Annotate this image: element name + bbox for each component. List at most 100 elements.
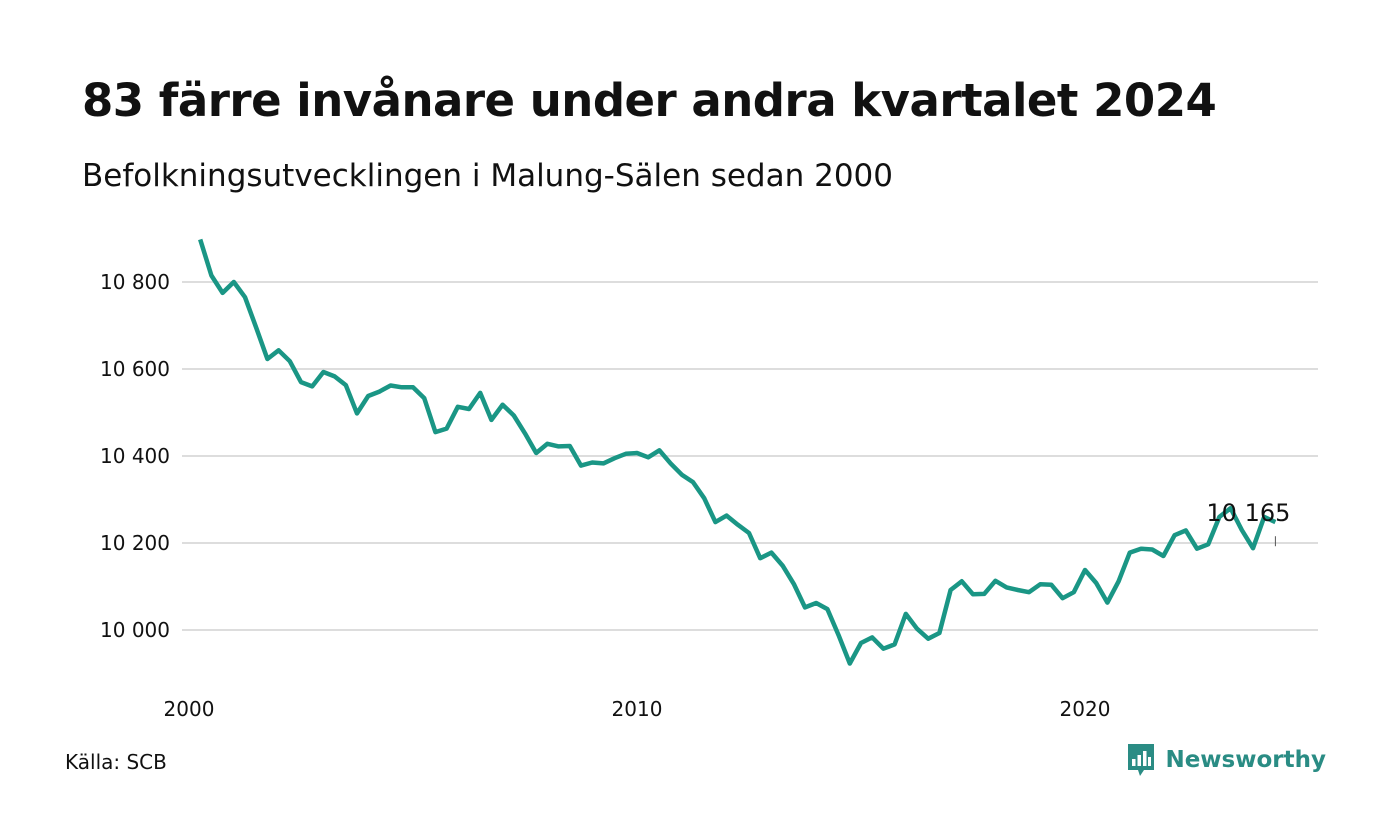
data-point	[1049, 583, 1053, 587]
data-point	[1173, 533, 1177, 537]
data-point	[881, 647, 885, 651]
data-point	[993, 579, 997, 583]
data-point	[579, 464, 583, 468]
data-point	[702, 496, 706, 500]
data-point	[960, 579, 964, 583]
data-point	[299, 380, 303, 384]
data-point	[758, 556, 762, 560]
data-point	[1027, 590, 1031, 594]
data-point	[1195, 547, 1199, 551]
chart-subtitle: Befolkningsutvecklingen i Malung-Sälen s…	[82, 158, 893, 194]
x-tick-label: 2000	[164, 697, 215, 721]
data-point	[557, 444, 561, 448]
data-point	[501, 403, 505, 407]
data-point	[478, 391, 482, 395]
data-point	[534, 451, 538, 455]
data-point	[243, 295, 247, 299]
data-point	[254, 326, 258, 330]
data-point	[971, 592, 975, 596]
data-point	[232, 280, 236, 284]
data-point	[366, 394, 370, 398]
data-point	[1161, 554, 1165, 558]
data-point	[859, 641, 863, 645]
x-axis-tick-labels: 2000 2010 2020	[164, 697, 1111, 721]
data-point	[1117, 579, 1121, 583]
data-point	[1184, 528, 1188, 532]
data-point	[1061, 596, 1065, 600]
data-point	[568, 444, 572, 448]
brand-logo: Newsworthy	[1126, 742, 1326, 778]
data-point	[545, 442, 549, 446]
data-point	[837, 633, 841, 637]
data-point	[377, 390, 381, 394]
data-point	[1139, 547, 1143, 551]
data-point	[937, 631, 941, 635]
data-point	[725, 514, 729, 518]
data-point	[288, 359, 292, 363]
data-point	[713, 520, 717, 524]
data-point	[1072, 590, 1076, 594]
data-point	[803, 605, 807, 609]
data-point	[1094, 581, 1098, 585]
data-point	[781, 564, 785, 568]
data-point	[411, 385, 415, 389]
data-point	[814, 601, 818, 605]
chart-title: 83 färre invånare under andra kvartalet …	[82, 74, 1217, 127]
source-note: Källa: SCB	[65, 750, 167, 774]
series-layer	[198, 237, 1277, 666]
data-point	[198, 237, 202, 241]
bar-chart-speech-bubble-icon	[1128, 744, 1155, 776]
brand-name: Newsworthy	[1165, 747, 1326, 773]
x-tick-label: 2010	[612, 697, 663, 721]
data-point	[1016, 588, 1020, 592]
data-point	[792, 582, 796, 586]
data-point	[613, 456, 617, 460]
data-point	[893, 642, 897, 646]
data-point	[1005, 585, 1009, 589]
last-value-label: 10 165	[1206, 499, 1290, 527]
data-point	[657, 448, 661, 452]
data-point	[624, 452, 628, 456]
data-point	[523, 431, 527, 435]
data-point	[848, 661, 852, 665]
data-point	[1038, 582, 1042, 586]
data-point	[1206, 542, 1210, 546]
data-point	[433, 430, 437, 434]
data-point	[870, 635, 874, 639]
y-tick-label: 10 000	[100, 618, 170, 642]
y-tick-label: 10 600	[100, 357, 170, 381]
data-point	[489, 418, 493, 422]
data-point	[590, 461, 594, 465]
data-point	[344, 383, 348, 387]
annotation-layer: 10 165	[1206, 499, 1290, 547]
data-point	[601, 461, 605, 465]
data-point	[736, 523, 740, 527]
data-point	[949, 588, 953, 592]
data-point	[209, 273, 213, 277]
data-point	[1240, 528, 1244, 532]
data-point	[333, 374, 337, 378]
data-point	[400, 385, 404, 389]
data-point	[680, 473, 684, 477]
y-tick-label: 10 200	[100, 531, 170, 555]
data-point	[422, 396, 426, 400]
series-line	[198, 238, 1277, 666]
data-point	[926, 637, 930, 641]
data-point	[769, 551, 773, 555]
data-point	[277, 348, 281, 352]
data-point	[635, 451, 639, 455]
data-point	[265, 357, 269, 361]
x-tick-label: 2020	[1060, 697, 1111, 721]
y-tick-label: 10 400	[100, 444, 170, 468]
data-point	[456, 405, 460, 409]
data-point	[904, 612, 908, 616]
data-point	[691, 480, 695, 484]
data-point	[747, 531, 751, 535]
data-point	[221, 291, 225, 295]
y-tick-label: 10 800	[100, 270, 170, 294]
data-point	[310, 384, 314, 388]
data-point	[467, 407, 471, 411]
data-point	[445, 427, 449, 431]
data-point	[1251, 546, 1255, 550]
